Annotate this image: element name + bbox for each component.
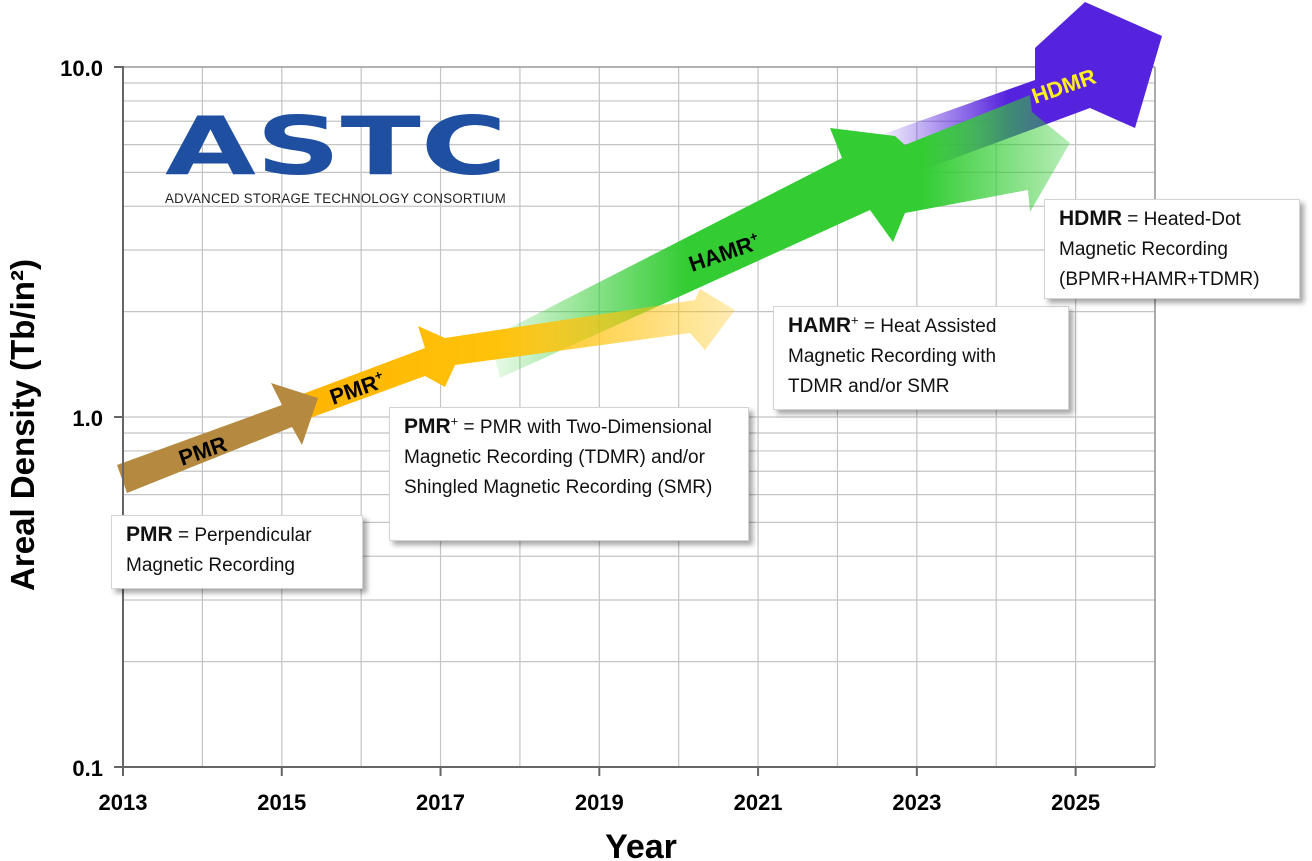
astc-logo-subtitle: ADVANCED STORAGE TECHNOLOGY CONSORTIUM — [165, 191, 506, 206]
pmr-plus-arrow — [300, 289, 735, 418]
y-tick-label: 1.0 — [72, 406, 103, 431]
x-axis-title: Year — [605, 828, 677, 861]
hamr-plus-arrow — [490, 95, 1070, 378]
y-tick-label: 10.0 — [60, 56, 103, 81]
axes: 2013 2015 2017 2019 2021 2023 2025 0.1 1.0 10.0 — [60, 56, 1155, 815]
definition-term: PMR — [404, 415, 451, 438]
x-tick-label: 2017 — [416, 790, 465, 815]
definition-text: = Heat Assisted Magnetic Recording with … — [788, 316, 997, 397]
x-tick-label: 2013 — [99, 790, 148, 815]
definition-hamr-plus: HAMR+ = Heat Assisted Magnetic Recording… — [773, 306, 1069, 410]
pmr-arrow — [117, 383, 318, 493]
y-axis-title: Areal Density (Tb/in²) — [4, 259, 41, 591]
definition-pmr: PMR = Perpendicular Magnetic Recording — [111, 515, 363, 589]
astc-logo: ASTC ADVANCED STORAGE TECHNOLOGY CONSORT… — [165, 100, 507, 206]
definition-text: = Heated-Dot Magnetic Recording (BPMR+HA… — [1059, 209, 1260, 290]
definition-superscript: + — [450, 413, 459, 429]
definition-text: = Perpendicular Magnetic Recording — [126, 525, 312, 576]
definition-term: HDMR — [1059, 207, 1122, 230]
x-tick-label: 2019 — [575, 790, 624, 815]
definition-text: = PMR with Two-Dimensional Magnetic Reco… — [404, 417, 713, 498]
astc-logo-mark: ASTC — [165, 100, 507, 193]
x-tick-label: 2021 — [734, 790, 783, 815]
x-tick-label: 2025 — [1051, 790, 1100, 815]
hdmr-arrow — [872, 2, 1162, 171]
y-tick-label: 0.1 — [72, 756, 103, 781]
definition-hdmr: HDMR = Heated-Dot Magnetic Recording (BP… — [1044, 199, 1300, 299]
definition-superscript: + — [851, 312, 859, 328]
definition-term: PMR — [126, 523, 173, 546]
definition-term: HAMR — [788, 314, 851, 337]
x-tick-label: 2015 — [257, 790, 306, 815]
definition-pmr-plus: PMR+ = PMR with Two-Dimensional Magnetic… — [389, 407, 749, 541]
x-tick-label: 2023 — [892, 790, 941, 815]
